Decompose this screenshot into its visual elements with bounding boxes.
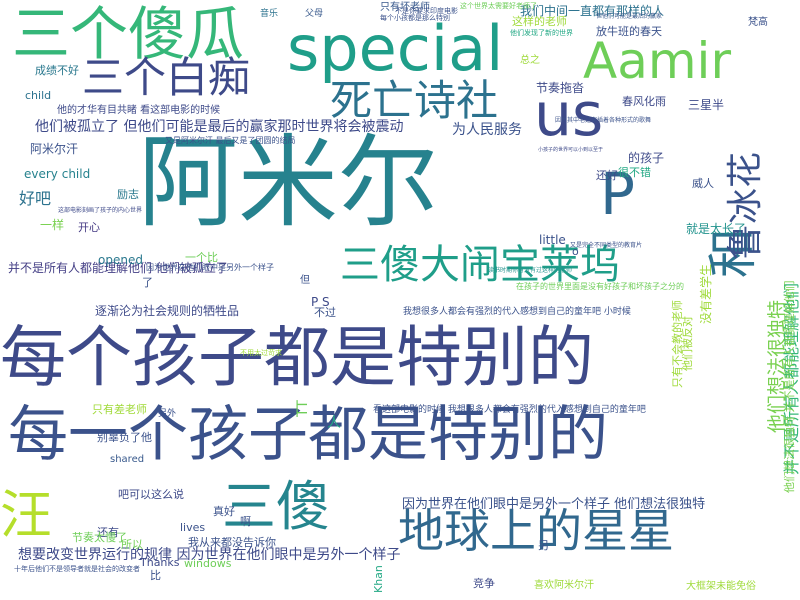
cloud-word: 还好 — [596, 169, 618, 182]
cloud-word: 我们中间一直都有那样的人 — [520, 4, 665, 18]
cloud-word: P — [600, 160, 635, 228]
cloud-word: 人 — [327, 415, 341, 431]
cloud-word: o — [572, 245, 579, 258]
cloud-word: 三傻大闹宝莱坞 — [340, 242, 620, 288]
cloud-word: 死亡诗社 — [330, 76, 499, 125]
cloud-word: 吧可以这么说 — [118, 488, 184, 501]
cloud-word: 又是阿米尔汗 最后又是了团圆的结局 — [165, 136, 296, 145]
cloud-word: 很不错 — [618, 166, 651, 179]
cloud-word: 没有差学生 — [699, 263, 713, 324]
cloud-word: 竞争 — [473, 577, 495, 590]
cloud-word: 不用太过苛求 — [240, 349, 282, 357]
cloud-word: P S — [311, 295, 330, 309]
cloud-word: 了 — [142, 276, 153, 289]
cloud-word: 就是太长了 — [686, 222, 747, 236]
cloud-word: 一个比 — [185, 251, 218, 264]
cloud-word: 十年后他们不是领导者就是社会的改变者 — [14, 565, 140, 573]
cloud-word: 三个傻瓜 — [12, 0, 245, 68]
cloud-word: 地球上的星星 — [398, 504, 674, 558]
cloud-word: 三傻 — [222, 475, 330, 538]
cloud-word: 但他们可能是最后的赢家 — [596, 13, 663, 20]
cloud-word: us — [534, 80, 604, 150]
cloud-word: child — [25, 89, 52, 102]
cloud-word: 开心 — [78, 221, 100, 234]
cloud-word: Thanks — [140, 556, 180, 569]
cloud-word: 逐渐沦为社会规则的牺牲品 — [95, 304, 240, 318]
cloud-word: 总之 — [520, 55, 540, 66]
cloud-word: 每个小孩都是那么特别 — [380, 14, 450, 22]
cloud-word: 励志 — [117, 188, 139, 201]
cloud-word: 阿米尔汗 — [30, 142, 79, 156]
cloud-word: 这个世界太需要好老师了 — [460, 2, 537, 10]
cloud-word: 大框架未能免俗 — [686, 581, 756, 592]
cloud-word: 还有 — [97, 526, 119, 539]
cloud-word: 小孩子的世界可以小到以至于 — [538, 147, 604, 153]
cloud-word: 因为世界在他们眼中是另外一个样子 — [146, 263, 274, 272]
cloud-word: 只有坏老师 — [380, 2, 430, 13]
cloud-word: 三星半 — [688, 98, 725, 112]
cloud-word: 节奏拖沓 — [536, 81, 585, 95]
cloud-word: opened — [98, 253, 143, 267]
cloud-word: 的孩子 — [628, 151, 665, 165]
cloud-word: little — [539, 233, 566, 247]
cloud-word: 他们被孤立了 但他们可能是最后的赢家那时世界将会被震动 — [35, 119, 404, 135]
cloud-word: 不过 — [314, 306, 336, 319]
cloud-word: 但 — [300, 275, 310, 286]
cloud-word: 成绩不好 — [35, 64, 79, 77]
cloud-word: 鲁冰花 — [725, 151, 766, 260]
cloud-word: 喜欢阿米尔汗 — [534, 580, 594, 591]
cloud-word: 另外 — [158, 409, 177, 419]
cloud-word: 三个白痴 — [82, 53, 251, 102]
cloud-word: 看这部电影的时候 我想很多人都会有强烈的代入感想到自己的童年吧 — [373, 405, 646, 415]
cloud-word: 啊 — [240, 515, 251, 528]
cloud-word: 每一个孩子都是特别的 — [8, 400, 608, 470]
cloud-word: 一样 — [40, 218, 65, 232]
cloud-word: 他们发现了新的世界 — [510, 29, 573, 37]
cloud-word: 汪 — [0, 486, 53, 546]
cloud-word: 阿米尔 — [138, 124, 438, 241]
cloud-word: lives — [180, 521, 206, 534]
cloud-word: 所以 — [121, 538, 143, 551]
cloud-word: 音乐 — [260, 9, 279, 19]
cloud-word: 父母 — [305, 9, 324, 19]
cloud-word: 并不是所有人都能理解他们 他们被孤立了 — [8, 261, 228, 275]
cloud-word: 放牛班的春天 — [596, 25, 662, 38]
cloud-word: 每个孩子都是特别的 — [0, 319, 594, 396]
cloud-word: 因为其中老是穿插着各种形式的歌舞 — [555, 117, 652, 124]
cloud-word: 他的才华有目共睹 看这部电影的时候 — [57, 105, 221, 116]
cloud-word: 好吧 — [19, 189, 52, 208]
cloud-word: 为人民服务 — [452, 122, 522, 138]
cloud-word: 另 — [538, 539, 549, 552]
cloud-word: 只有差老师 — [92, 403, 147, 416]
cloud-word: 在孩子的世界里面是没有好孩子和坏孩子之分的 — [516, 282, 684, 291]
cloud-word: 想要改变世界运行的规律 因为世界在他们眼中是另外一个样子 — [18, 547, 401, 563]
cloud-word: every child — [24, 167, 91, 181]
cloud-word: 因为世界在他们眼中是另外一个样子 他们想法很独特 — [402, 497, 706, 512]
cloud-word: 这部电影刻画了孩子的内心世界 — [58, 207, 143, 214]
cloud-word: 真好 — [213, 505, 235, 518]
cloud-word: 读书时期你有没有过这样的老师 — [488, 267, 573, 274]
cloud-word: 我从来都没告诉你 — [188, 536, 276, 549]
cloud-word: windows — [184, 557, 232, 570]
cloud-word: Khan — [372, 565, 385, 593]
cloud-word: 节奏太慢了 — [72, 531, 127, 544]
cloud-word: 梵高 — [748, 17, 768, 28]
cloud-word: 只有不会教的老师 — [671, 300, 684, 388]
cloud-word: 春风化雨 — [622, 95, 666, 108]
cloud-word: 又是完全不同类型的教育片 — [570, 242, 643, 249]
cloud-word: 这样的老师 — [512, 15, 567, 28]
cloud-word: 不是你要求印度电影 — [395, 7, 458, 15]
cloud-word: 比 — [150, 569, 161, 582]
cloud-word: TT — [295, 400, 311, 417]
cloud-word: 别辜负了他 — [97, 431, 152, 444]
cloud-word: Aamir — [583, 32, 731, 90]
cloud-word: 他们想法很独特 并不是所有人都能理解他们 — [783, 280, 796, 494]
cloud-word: 我想很多人都会有强烈的代入感想到自己的童年吧 小时候 — [403, 307, 631, 317]
cloud-word: 威人 — [692, 177, 714, 190]
cloud-word: special — [287, 12, 504, 85]
cloud-word: shared — [110, 454, 145, 465]
